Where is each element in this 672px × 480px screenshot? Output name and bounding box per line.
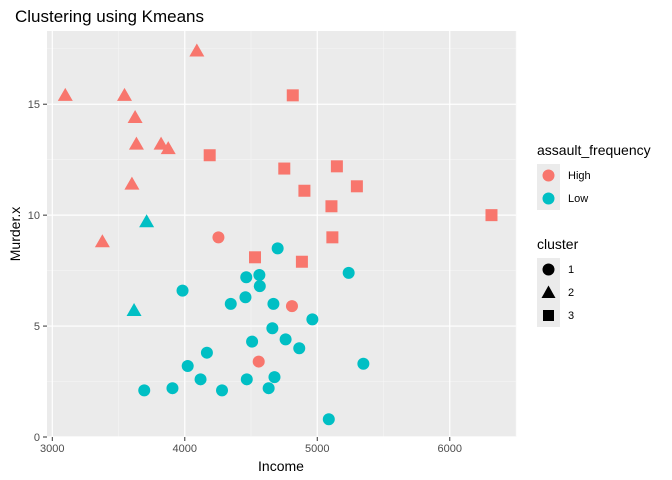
data-point-square <box>485 209 498 222</box>
data-point-circle <box>342 266 355 279</box>
data-point-square <box>330 160 343 173</box>
data-point-triangle <box>160 141 176 155</box>
data-point-square <box>298 184 311 197</box>
data-point-circle <box>239 291 252 304</box>
data-point-triangle <box>57 87 73 101</box>
data-point-circle <box>176 284 189 297</box>
data-point-circle <box>268 371 281 384</box>
data-points <box>57 43 498 426</box>
data-point-circle <box>138 384 151 397</box>
data-point-circle <box>266 322 279 335</box>
data-point-square <box>286 89 299 102</box>
data-point-circle <box>306 313 319 326</box>
data-point-triangle <box>117 87 133 101</box>
x-tick-label: 6000 <box>438 443 462 455</box>
data-point-circle <box>246 335 259 348</box>
data-point-circle <box>357 357 370 370</box>
x-tick-label: 5000 <box>305 443 329 455</box>
data-point-circle <box>322 413 335 426</box>
data-point-circle <box>262 382 275 395</box>
data-point-circle <box>166 382 179 395</box>
data-point-circle <box>224 297 237 310</box>
legend-key-circle <box>542 263 555 276</box>
legend-cluster: cluster 1 2 3 <box>537 236 579 327</box>
x-axis-title: Income <box>258 458 304 474</box>
y-tick-label: 5 <box>34 321 40 333</box>
legend-label-cluster-2: 2 <box>568 287 574 299</box>
data-point-triangle <box>126 303 142 317</box>
y-tick-label: 0 <box>34 432 40 444</box>
data-point-square <box>203 149 216 162</box>
data-point-circle <box>240 373 253 386</box>
y-axis: 0 5 10 15 <box>28 99 47 444</box>
data-point-circle <box>240 271 253 284</box>
data-point-triangle <box>128 136 144 150</box>
data-point-circle <box>194 373 207 386</box>
plot-panel <box>47 31 516 437</box>
data-point-circle <box>216 384 229 397</box>
legend-label-cluster-3: 3 <box>568 310 574 322</box>
data-point-square <box>326 231 339 244</box>
chart-title: Clustering using Kmeans <box>15 7 204 26</box>
data-point-circle <box>252 355 265 368</box>
legend-label-high: High <box>568 170 591 182</box>
data-point-triangle <box>189 43 205 57</box>
data-point-square <box>278 162 291 175</box>
data-point-circle <box>271 242 284 255</box>
legend-title: cluster <box>537 236 579 252</box>
legend-key-low <box>542 192 555 205</box>
data-point-circle <box>181 360 194 373</box>
legend-key-square <box>543 310 554 321</box>
data-point-triangle <box>124 176 140 190</box>
data-point-circle <box>285 300 298 313</box>
data-point-triangle <box>139 214 155 228</box>
x-tick-label: 3000 <box>40 443 64 455</box>
data-point-circle <box>293 342 306 355</box>
data-point-square <box>249 251 262 264</box>
legend-key-triangle <box>541 285 556 298</box>
data-point-square <box>350 180 363 193</box>
legend-label-cluster-1: 1 <box>568 264 574 276</box>
x-tick-label: 4000 <box>173 443 197 455</box>
y-axis-title: Murder.x <box>7 207 23 261</box>
data-point-circle <box>253 280 266 293</box>
y-tick-label: 15 <box>28 99 40 111</box>
data-point-circle <box>279 333 292 346</box>
data-point-circle <box>212 231 225 244</box>
data-point-triangle <box>127 110 143 124</box>
data-point-triangle <box>153 136 169 150</box>
y-tick-label: 10 <box>28 210 40 222</box>
x-axis: 3000 4000 5000 6000 <box>40 437 462 455</box>
legend-assault-frequency: assault_frequency High Low <box>537 142 651 210</box>
data-point-triangle <box>94 234 110 248</box>
legend-key-high <box>542 169 555 182</box>
data-point-circle <box>253 269 266 282</box>
data-point-circle <box>267 297 280 310</box>
legend-label-low: Low <box>568 193 588 205</box>
legend-title: assault_frequency <box>537 142 651 158</box>
data-point-square <box>295 255 308 268</box>
data-point-circle <box>200 346 213 359</box>
data-point-square <box>325 200 338 213</box>
grid-minor <box>47 31 517 437</box>
